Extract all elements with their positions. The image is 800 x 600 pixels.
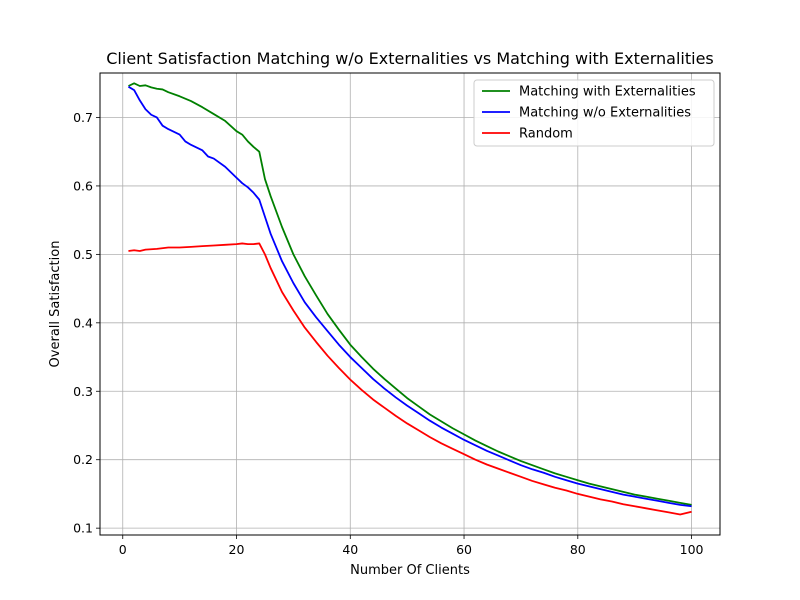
legend: Matching with Externalities Matching w/o … (473, 79, 715, 147)
x-tick-label: 100 (680, 542, 704, 557)
chart-title: Client Satisfaction Matching w/o Externa… (106, 49, 714, 68)
legend-label-1: Matching w/o Externalities (519, 106, 691, 121)
x-tick-label: 40 (342, 542, 358, 557)
y-tick-label: 0.2 (73, 452, 93, 467)
y-tick-label: 0.7 (73, 110, 93, 125)
y-tick-label: 0.5 (73, 247, 93, 262)
x-tick-label: 0 (119, 542, 127, 557)
y-tick-label: 0.3 (73, 384, 93, 399)
legend-label-0: Matching with Externalities (519, 85, 696, 100)
y-tick-label: 0.6 (73, 178, 93, 193)
x-axis-label: Number Of Clients (350, 563, 470, 578)
plot-frame (99, 72, 721, 536)
y-axis-label: Overall Satisfaction (48, 241, 63, 368)
x-tick-label: 60 (456, 542, 472, 557)
grid (100, 73, 720, 535)
ticks: 0 20 40 60 80 100 0.1 0.2 0.3 0.4 0.5 0.6 0.7 (73, 110, 703, 557)
series-layer (127, 82, 692, 516)
series-line-0 (128, 82, 692, 506)
x-tick-label: 80 (570, 542, 586, 557)
legend-label-2: Random (519, 127, 573, 142)
y-tick-label: 0.4 (73, 315, 93, 330)
legend-box (473, 79, 715, 147)
y-tick-label: 0.1 (73, 521, 93, 536)
series-line-2 (128, 242, 692, 516)
series-line-1 (127, 85, 692, 508)
x-tick-label: 20 (229, 542, 245, 557)
